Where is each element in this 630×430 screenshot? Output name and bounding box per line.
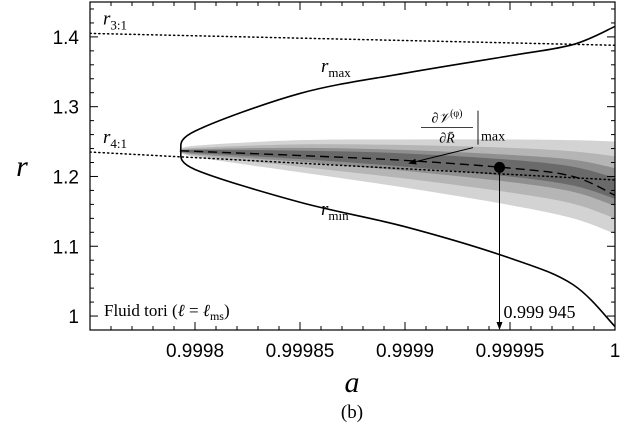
figure-caption: (b)	[341, 402, 363, 423]
plot-frame	[89, 1, 616, 331]
axis-ticks	[89, 2, 616, 330]
legend-text: Fluid tori (ℓ = ℓms)	[104, 301, 230, 323]
x-tick-label: 0.99995	[476, 341, 545, 362]
y-tick-label: 1.4	[53, 28, 80, 49]
y-tick-label: 1.1	[53, 237, 79, 258]
label-r-4-1-letter: r	[103, 127, 111, 148]
label-r-max: rmax	[321, 56, 351, 80]
marker-point	[494, 161, 505, 173]
label-r-3-1-letter: r	[103, 8, 111, 29]
x-tick-labels: 0.9998 0.99985 0.9999 0.99995 1	[166, 341, 620, 362]
label-r-min: rmin	[321, 199, 349, 223]
x-tick-label: 0.9998	[166, 341, 224, 362]
band-4	[180, 149, 615, 199]
label-r-4-1-sub: 4:1	[110, 136, 127, 151]
deriv-numerator: ∂𝒱(φ)	[431, 109, 462, 127]
legend-box: Fluid tori (ℓ = ℓms)	[104, 301, 230, 323]
label-derivative-max: ∂𝒱(φ) ∂R̄ max	[421, 109, 505, 147]
y-tick-labels: 1 1.1 1.2 1.3 1.4	[53, 28, 80, 328]
series-line-4	[90, 32, 615, 47]
curves	[90, 25, 615, 328]
series-line-1	[179, 25, 615, 152]
x-tick-label: 0.99985	[266, 341, 335, 362]
x-tick-label: 1	[610, 341, 621, 362]
series-line-2	[179, 150, 615, 328]
y-tick-label: 1	[68, 307, 79, 328]
label-r-4-1: r4:1	[103, 127, 127, 151]
deriv-max-sub: max	[481, 130, 505, 145]
y-axis-label: r	[16, 150, 28, 183]
deriv-denominator: ∂R̄	[439, 131, 455, 146]
x-axis-label: a	[345, 366, 360, 399]
y-tick-label: 1.3	[53, 98, 79, 119]
label-r-max-letter: r	[321, 56, 329, 77]
label-r-min-letter: r	[321, 199, 329, 220]
series-line-3	[180, 149, 615, 196]
label-r-3-1-sub: 3:1	[110, 17, 127, 32]
marker-group: 0.999 945	[408, 147, 576, 330]
series-line-5	[90, 151, 615, 181]
label-r-3-1: r3:1	[103, 8, 127, 32]
marker-label: 0.999 945	[504, 302, 576, 322]
label-r-max-sub: max	[328, 65, 351, 80]
label-r-min-sub: min	[328, 208, 349, 223]
x-tick-label: 0.9999	[376, 341, 434, 362]
y-tick-label: 1.2	[53, 167, 79, 188]
derivative-arrow	[408, 147, 474, 165]
